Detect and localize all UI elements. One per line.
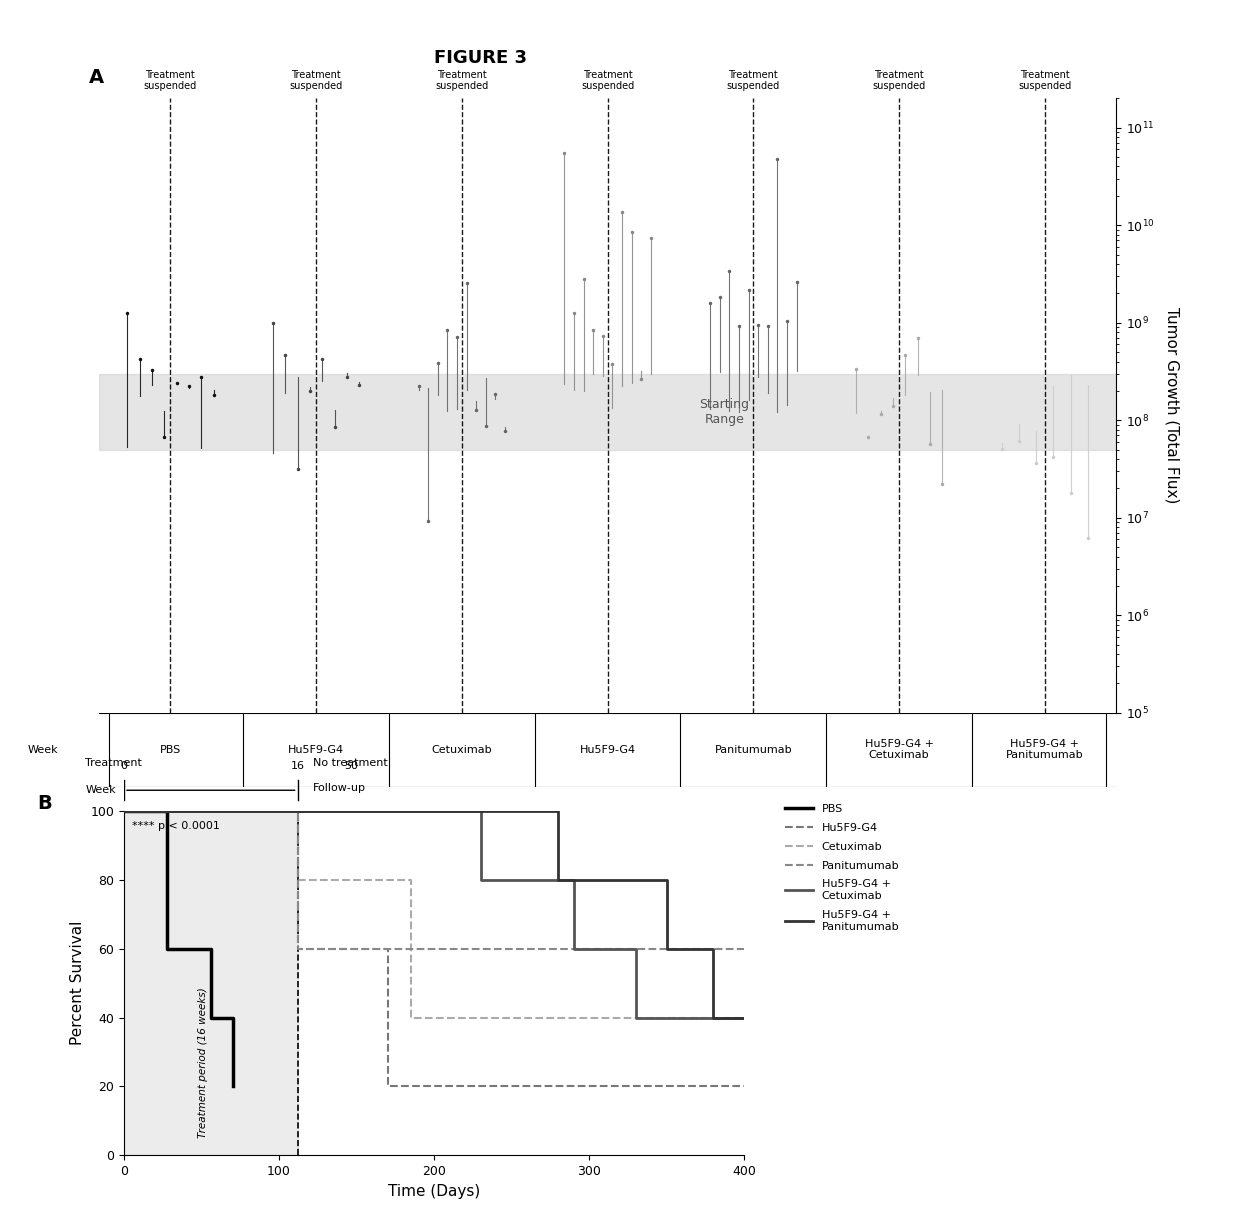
Text: 50: 50 xyxy=(345,761,358,771)
Bar xyxy=(124,811,298,1155)
Text: Hu5F9-G4 +
Cetuximab: Hu5F9-G4 + Cetuximab xyxy=(864,739,934,761)
Text: Treatment
suspended: Treatment suspended xyxy=(582,70,634,91)
Text: Treatment
suspended: Treatment suspended xyxy=(289,70,342,91)
Text: B: B xyxy=(37,794,52,812)
Text: Treatment period (16 weeks): Treatment period (16 weeks) xyxy=(198,987,208,1138)
Text: Treatment
suspended: Treatment suspended xyxy=(1018,70,1071,91)
Text: Hu5F9-G4: Hu5F9-G4 xyxy=(288,745,345,755)
Text: 0: 0 xyxy=(120,761,128,771)
Text: 16: 16 xyxy=(290,761,305,771)
Text: PBS: PBS xyxy=(160,745,181,755)
Text: FIGURE 3: FIGURE 3 xyxy=(434,49,527,68)
Legend: PBS, Hu5F9-G4, Cetuximab, Panitumumab, Hu5F9-G4 +
Cetuximab, Hu5F9-G4 +
Panitumu: PBS, Hu5F9-G4, Cetuximab, Panitumumab, H… xyxy=(780,800,904,936)
Text: Treatment
suspended: Treatment suspended xyxy=(435,70,489,91)
Text: Treatment
suspended: Treatment suspended xyxy=(144,70,197,91)
Text: Cetuximab: Cetuximab xyxy=(432,745,492,755)
Text: Treatment
suspended: Treatment suspended xyxy=(873,70,926,91)
Text: Panitumumab: Panitumumab xyxy=(714,745,792,755)
Bar xyxy=(99,374,1116,450)
Text: Hu5F9-G4: Hu5F9-G4 xyxy=(579,745,636,755)
Text: No treatment: No treatment xyxy=(312,758,388,768)
Text: Week: Week xyxy=(29,745,58,755)
Text: Follow-up: Follow-up xyxy=(312,783,366,793)
Text: Treatment: Treatment xyxy=(86,758,143,768)
Y-axis label: Percent Survival: Percent Survival xyxy=(69,921,84,1046)
Text: Hu5F9-G4 +
Panitumumab: Hu5F9-G4 + Panitumumab xyxy=(1006,739,1084,761)
Text: Treatment
suspended: Treatment suspended xyxy=(727,70,780,91)
Text: **** p < 0.0001: **** p < 0.0001 xyxy=(131,821,219,832)
Text: Week: Week xyxy=(86,785,115,795)
X-axis label: Time (Days): Time (Days) xyxy=(388,1184,480,1198)
Text: Starting
Range: Starting Range xyxy=(699,398,749,425)
Text: A: A xyxy=(89,68,104,86)
Y-axis label: Tumor Growth (Total Flux): Tumor Growth (Total Flux) xyxy=(1164,307,1179,504)
